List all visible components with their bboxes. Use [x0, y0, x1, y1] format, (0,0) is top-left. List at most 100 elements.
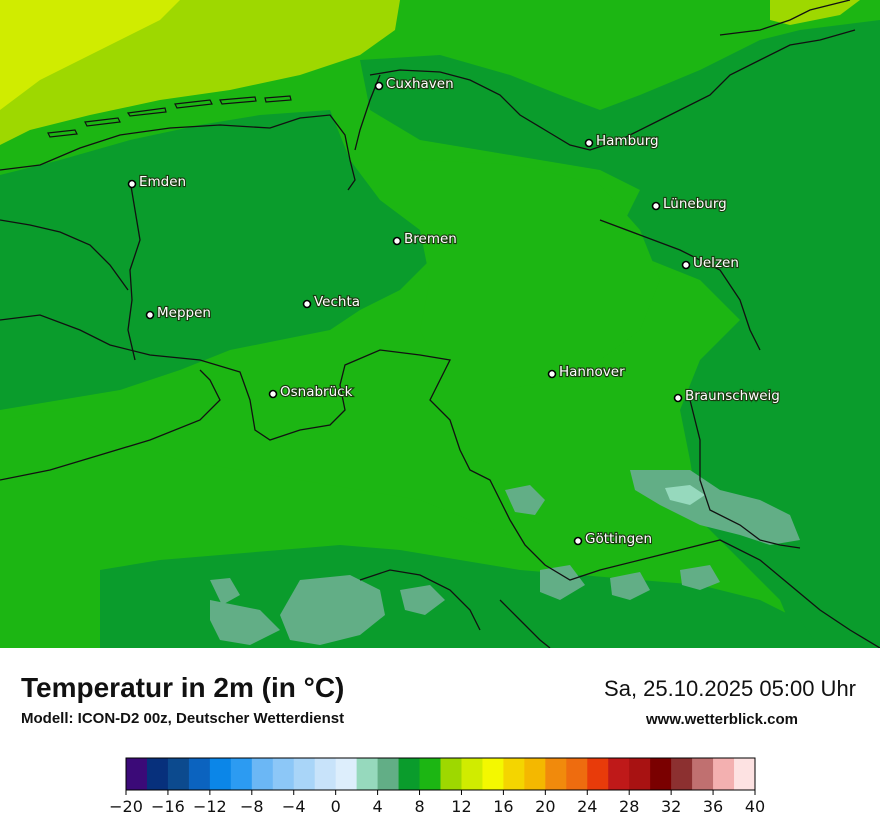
sea-area-12-14 — [0, 0, 180, 110]
legend-swatch — [566, 758, 588, 790]
cold-spot — [540, 565, 585, 600]
map-title: Temperatur in 2m (in °C) — [21, 672, 345, 703]
city-dot — [302, 299, 312, 309]
legend-swatch — [629, 758, 651, 790]
legend-swatch — [293, 758, 316, 790]
east-frisian-islands — [47, 95, 292, 138]
city-marker-uelzen: Uelzen — [681, 254, 740, 272]
city-dot — [127, 179, 137, 189]
city-dot — [651, 201, 661, 211]
city-label: Meppen — [157, 305, 211, 321]
legend-tick-label: −12 — [193, 797, 227, 816]
legend-tick-label: 8 — [414, 797, 424, 816]
city-marker-emden: Emden — [127, 173, 187, 191]
legend-tick-label: 40 — [745, 797, 765, 816]
legend-swatch — [587, 758, 609, 790]
city-dot — [145, 310, 155, 320]
temperature-field-8-10-central — [420, 160, 660, 390]
color-legend: −20 −16 −12 −8 −4 0 4 8 12 16 20 24 28 32 36 40 — [0, 750, 880, 830]
legend-swatch — [314, 758, 337, 790]
map-canvas: Cuxhaven Hamburg Emden Lüneburg Bremen Uelzen… — [0, 0, 880, 648]
city-marker-lüneburg: Lüneburg — [651, 195, 728, 213]
city-label: Uelzen — [693, 255, 739, 271]
legend-swatch — [188, 758, 211, 790]
city-marker-meppen: Meppen — [145, 304, 212, 322]
legend-tick-label: −20 — [109, 797, 143, 816]
city-label: Cuxhaven — [386, 76, 454, 92]
legend-swatch — [482, 758, 504, 790]
legend-tick-label: −4 — [282, 797, 306, 816]
city-dot — [573, 536, 583, 546]
city-label: Emden — [139, 174, 186, 190]
temperature-field-6-8-south — [100, 545, 820, 648]
legend-swatch — [230, 758, 253, 790]
city-label: Hamburg — [596, 133, 659, 149]
cold-spot — [400, 585, 445, 615]
legend-tick-label: 32 — [661, 797, 681, 816]
city-marker-vechta: Vechta — [302, 293, 361, 311]
city-marker-hannover: Hannover — [547, 363, 626, 381]
harz-peak-cold-area — [665, 485, 705, 505]
city-label: Vechta — [314, 294, 360, 310]
model-info: Modell: ICON-D2 00z, Deutscher Wetterdie… — [21, 710, 345, 727]
legend-swatch — [734, 758, 756, 790]
legend-swatch — [419, 758, 441, 790]
legend-swatch — [398, 758, 421, 790]
legend-swatch — [335, 758, 358, 790]
temperature-field-6-8-west — [0, 110, 430, 410]
city-marker-hamburg: Hamburg — [584, 132, 660, 150]
city-dot — [547, 369, 557, 379]
temperature-map: Cuxhaven Hamburg Emden Lüneburg Bremen Uelzen… — [0, 0, 880, 648]
city-label: Braunschweig — [685, 388, 780, 404]
legend-tick-label: 4 — [373, 797, 383, 816]
forecast-datetime: Sa, 25.10.2025 05:00 Uhr — [604, 676, 856, 701]
city-dot — [584, 138, 594, 148]
city-dot — [681, 260, 691, 270]
legend-tick-label: 24 — [577, 797, 597, 816]
legend-tick-label: −16 — [151, 797, 185, 816]
legend-swatch — [713, 758, 735, 790]
legend-swatch — [126, 758, 148, 790]
legend-tick-label: 36 — [703, 797, 723, 816]
cold-spot — [280, 575, 385, 645]
city-dot — [374, 81, 384, 91]
city-markers: Cuxhaven Hamburg Emden Lüneburg Bremen Uelzen… — [127, 75, 781, 548]
city-dot — [268, 389, 278, 399]
legend-swatch — [146, 758, 169, 790]
legend-swatch — [167, 758, 190, 790]
city-label: Lüneburg — [663, 196, 727, 212]
legend-tick-label: −8 — [240, 797, 264, 816]
city-marker-göttingen: Göttingen — [573, 530, 653, 548]
website-link[interactable]: www.wetterblick.com — [646, 711, 798, 728]
legend-swatch — [440, 758, 462, 790]
legend-swatch — [545, 758, 567, 790]
cold-spot — [610, 572, 650, 600]
city-marker-braunschweig: Braunschweig — [673, 387, 781, 405]
cold-spot — [210, 600, 280, 645]
legend-swatch — [272, 758, 295, 790]
city-marker-cuxhaven: Cuxhaven — [374, 75, 455, 93]
legend-tick-label: 0 — [331, 797, 341, 816]
city-dot — [392, 236, 402, 246]
city-label: Göttingen — [585, 531, 652, 547]
legend-svg: −20 −16 −12 −8 −4 0 4 8 12 16 20 24 28 32 36 40 — [109, 757, 765, 816]
city-dot — [673, 393, 683, 403]
legend-swatch — [209, 758, 232, 790]
legend-swatch — [671, 758, 693, 790]
city-label: Osnabrück — [280, 384, 353, 400]
legend-swatch — [608, 758, 630, 790]
cold-spot — [210, 578, 240, 605]
cold-spot — [505, 485, 545, 515]
city-label: Bremen — [404, 231, 457, 247]
legend-swatch — [377, 758, 400, 790]
legend-frame — [125, 757, 756, 791]
legend-swatch — [461, 758, 483, 790]
legend-tick-label: 20 — [535, 797, 555, 816]
legend-tick-label: 28 — [619, 797, 639, 816]
legend-swatch — [503, 758, 525, 790]
legend-swatch — [650, 758, 672, 790]
city-label: Hannover — [559, 364, 625, 380]
legend-swatch — [251, 758, 274, 790]
legend-swatch — [692, 758, 714, 790]
legend-tick-label: 16 — [493, 797, 513, 816]
